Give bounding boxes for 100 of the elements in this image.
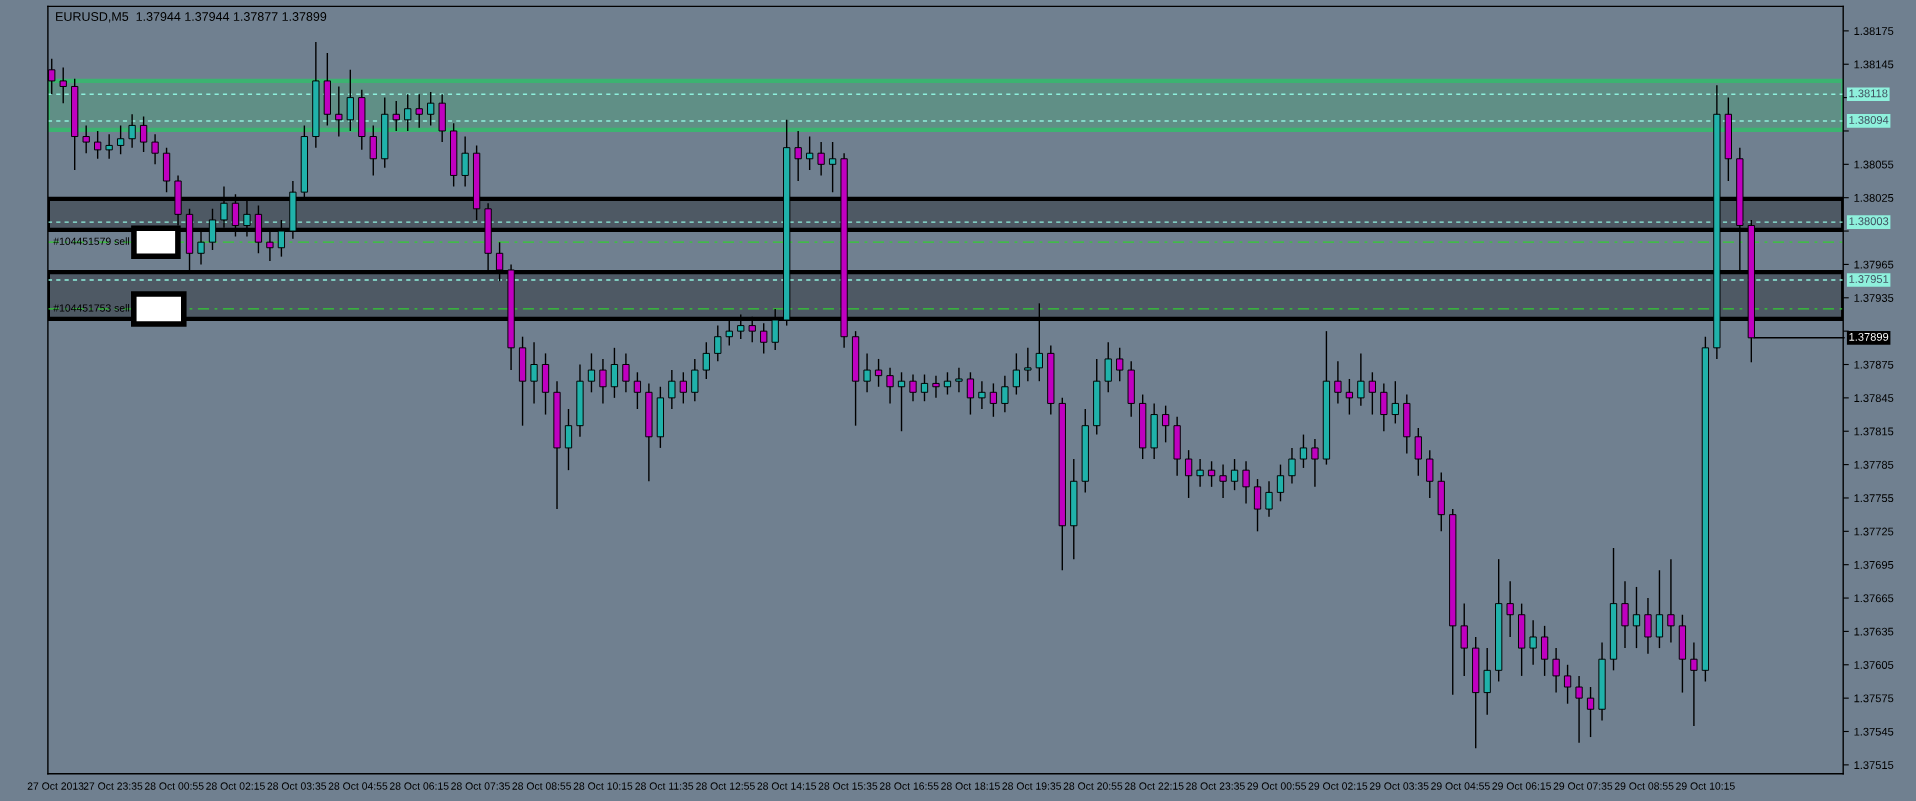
candlestick (737, 313, 745, 340)
y-tick-label: 1.38175 (1854, 27, 1894, 36)
y-tick-label: 1.37635 (1854, 627, 1894, 636)
candlestick (633, 371, 642, 410)
candlestick (828, 141, 837, 193)
candlestick (1460, 602, 1468, 677)
candlestick (714, 324, 722, 362)
candlestick (760, 322, 768, 355)
candlestick (220, 185, 228, 229)
candlestick (1299, 433, 1308, 469)
x-tick-label: 28 Oct 03:35 (267, 782, 327, 790)
candlestick (955, 367, 963, 394)
candlestick (932, 374, 940, 399)
candlestick (82, 124, 90, 154)
y-tick-label: 1.38145 (1854, 60, 1894, 69)
x-tick-label: 29 Oct 04:55 (1431, 782, 1490, 790)
candlestick (817, 141, 825, 177)
candlestick (564, 408, 573, 471)
candlestick (1184, 449, 1193, 499)
x-tick-label: 28 Oct 15:35 (818, 782, 878, 790)
x-tick-label: 28 Oct 19:35 (1002, 782, 1062, 790)
candlestick (920, 373, 929, 402)
candlestick (139, 115, 148, 153)
x-tick-label: 28 Oct 02:15 (206, 782, 265, 790)
candlestick (1586, 686, 1595, 738)
candlestick (909, 373, 917, 402)
y-tick-label: 1.37785 (1854, 460, 1894, 469)
candlestick (1219, 463, 1227, 499)
candlestick (404, 93, 412, 132)
candlestick (622, 352, 630, 394)
x-tick-label: 28 Oct 16:55 (879, 782, 939, 790)
y-tick-label: 1.37725 (1854, 527, 1894, 536)
candlestick (94, 130, 102, 160)
y-tick-label: 1.37755 (1854, 494, 1894, 503)
y-tick-label: 1.37815 (1854, 427, 1894, 436)
candlestick (105, 133, 113, 160)
y-tick-label: 1.37935 (1854, 294, 1894, 302)
candlestick (691, 358, 699, 402)
candlestick (277, 219, 286, 258)
candlestick (1426, 449, 1434, 499)
x-tick-label: 28 Oct 20:55 (1063, 782, 1123, 790)
candlestick (1276, 463, 1285, 502)
y-tick-label: 1.38055 (1854, 160, 1894, 169)
x-tick-label: 29 Oct 08:55 (1614, 782, 1674, 790)
candlestick (1621, 580, 1629, 649)
candlestick (587, 352, 596, 394)
y-tick-label: 1.37965 (1854, 260, 1894, 269)
candlestick (335, 85, 343, 138)
x-tick-label: 29 Oct 00:55 (1247, 782, 1307, 790)
candlestick (1380, 382, 1388, 432)
x-tick-label: 29 Oct 10:15 (1676, 782, 1735, 790)
x-tick-label: 29 Oct 02:15 (1308, 782, 1368, 790)
candlestick (599, 358, 607, 405)
candlestick (151, 133, 159, 166)
x-tick-label: 29 Oct 03:35 (1369, 782, 1429, 790)
candlestick (1035, 302, 1043, 382)
ref-line-label: 1.38094 (1849, 116, 1889, 124)
x-tick-label: 27 Oct 23:35 (83, 782, 143, 790)
x-tick-label: 28 Oct 18:15 (941, 782, 1000, 790)
candlestick (966, 371, 975, 416)
candlestick (392, 100, 400, 132)
annotation: 1.37899 (1849, 332, 1889, 341)
candlestick (874, 358, 883, 388)
candlestick (1506, 580, 1514, 638)
x-tick-label: 28 Oct 12:55 (696, 782, 755, 790)
candlestick (1288, 447, 1296, 485)
y-tick-label: 1.37575 (1854, 694, 1894, 703)
y-tick-label: 1.37605 (1854, 661, 1894, 669)
candlestick (1001, 374, 1009, 414)
ref-line-label: 1.38118 (1849, 89, 1888, 98)
candlestick (1690, 641, 1698, 727)
candlestick (1529, 619, 1537, 666)
x-tick-label: 28 Oct 08:55 (512, 782, 572, 790)
candlestick (231, 193, 240, 238)
candlestick (197, 230, 205, 266)
candlestick (610, 347, 619, 399)
candlestick (369, 124, 377, 177)
candlestick (771, 308, 779, 351)
y-tick-label: 1.37695 (1854, 560, 1894, 569)
chart-title: EURUSD,M5 1.37944 1.37944 1.37877 1.37899 (56, 12, 327, 23)
candlestick (1368, 371, 1377, 416)
candlestick (1575, 675, 1583, 744)
ref-line-label: 1.38003 (1849, 217, 1889, 226)
x-tick-label: 28 Oct 04:55 (328, 782, 388, 790)
candlestick (1632, 586, 1641, 649)
x-tick-label: 28 Oct 00:55 (144, 782, 204, 790)
y-tick-label: 1.37545 (1854, 727, 1894, 736)
candlestick (1196, 458, 1204, 488)
candlestick (1391, 380, 1399, 425)
y-tick-label: 1.38025 (1854, 193, 1894, 202)
candlestick (1104, 341, 1112, 394)
candlestick (1116, 347, 1124, 382)
candlestick (886, 367, 894, 405)
candlestick (1667, 558, 1675, 644)
candlestick (1540, 625, 1549, 677)
candlestick (1265, 480, 1273, 518)
candlestick (59, 66, 67, 104)
candlestick (794, 130, 802, 182)
candlestick (1024, 347, 1032, 382)
y-tick-label: 1.37665 (1854, 594, 1894, 603)
